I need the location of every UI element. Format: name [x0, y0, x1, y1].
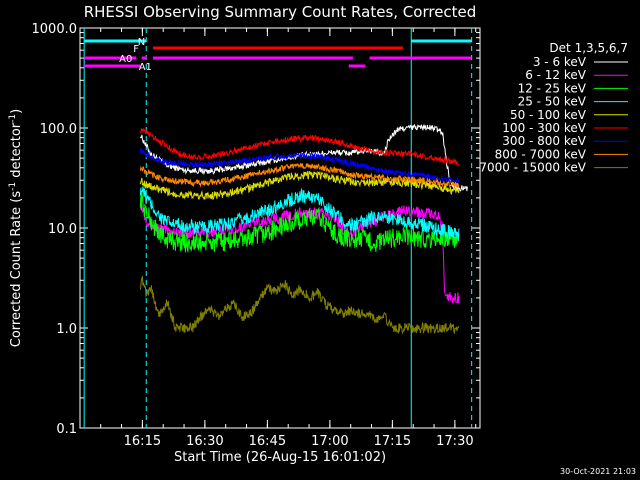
x-tick-label: 17:15 — [374, 434, 411, 449]
y-tick-label: 1.0 — [56, 322, 77, 337]
y-tick-label: 100.0 — [40, 122, 77, 137]
series-line — [139, 275, 460, 335]
x-tick-label: 17:30 — [436, 434, 473, 449]
series-line — [139, 192, 460, 254]
x-tick-label: 16:30 — [186, 434, 223, 449]
legend-entry-label: 25 - 50 keV — [518, 95, 587, 109]
y-axis-label-part: ) — [9, 109, 24, 114]
series-line — [140, 127, 460, 166]
x-axis-label: Start Time (26-Aug-15 16:01:02) — [174, 450, 386, 465]
series-group — [139, 123, 468, 335]
flag-label-f: F — [133, 44, 139, 55]
series-line — [139, 162, 460, 188]
legend-entry-label: 50 - 100 keV — [510, 108, 587, 122]
chart-title: RHESSI Observing Summary Count Rates, Co… — [84, 3, 477, 21]
x-tick-label: 16:15 — [124, 434, 161, 449]
legend-entry-label: 12 - 25 keV — [518, 81, 587, 95]
series-line — [139, 186, 460, 242]
x-tick-label: 16:45 — [249, 434, 286, 449]
y-axis-label-superscript: -1 — [8, 114, 18, 123]
y-tick-label: 0.1 — [56, 422, 77, 437]
y-axis-label-superscript: -1 — [8, 182, 18, 191]
flag-label-a1: A1 — [139, 62, 152, 73]
legend-entry-label: 7000 - 15000 keV — [479, 161, 586, 175]
x-tick-label: 17:00 — [311, 434, 348, 449]
series-line — [139, 148, 460, 185]
legend-title: Det 1,3,5,6,7 — [549, 41, 628, 55]
flag-label-a0: A0 — [119, 54, 132, 65]
y-axis-label-part: detector — [9, 122, 24, 182]
flag-label-n: N — [138, 37, 145, 48]
footer-timestamp: 30-Oct-2021 21:03 — [560, 467, 636, 476]
y-axis-label: Corrected Count Rate (s-1 detector-1) — [8, 109, 24, 347]
legend-entry-label: 800 - 7000 keV — [495, 147, 587, 161]
legend-entry-label: 100 - 300 keV — [502, 121, 586, 135]
legend-entry-label: 3 - 6 keV — [533, 55, 587, 69]
series-line — [139, 170, 460, 201]
y-axis-label-part: Corrected Count Rate (s — [9, 191, 24, 348]
y-tick-label: 1000.0 — [32, 22, 78, 37]
y-tick-label: 10.0 — [48, 222, 77, 237]
legend-entry-label: 6 - 12 keV — [525, 68, 587, 82]
legend-entry-label: 300 - 800 keV — [502, 134, 586, 148]
